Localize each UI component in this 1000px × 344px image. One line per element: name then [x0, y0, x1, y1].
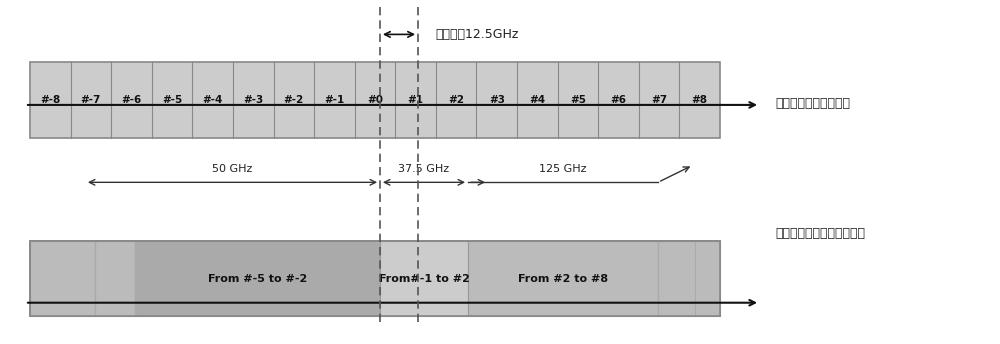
Bar	[30, 62, 720, 138]
Bar	[468, 241, 658, 316]
Bar	[380, 241, 468, 316]
Text: #4: #4	[529, 95, 545, 105]
Text: #2: #2	[448, 95, 464, 105]
Text: #8: #8	[692, 95, 708, 105]
Text: #-4: #-4	[202, 95, 223, 105]
Bar	[95, 241, 135, 316]
Text: #-7: #-7	[81, 95, 101, 105]
Text: From #2 to #8: From #2 to #8	[518, 273, 608, 284]
Text: 125 GHz: 125 GHz	[539, 164, 587, 174]
Bar	[135, 241, 380, 316]
Text: #7: #7	[651, 95, 667, 105]
Text: 从标号较低的频隙开始分配: 从标号较低的频隙开始分配	[775, 227, 865, 240]
Text: From #-5 to #-2: From #-5 to #-2	[208, 273, 307, 284]
Text: 37.5 GHz: 37.5 GHz	[398, 164, 450, 174]
Text: #-6: #-6	[121, 95, 142, 105]
Text: #-8: #-8	[40, 95, 60, 105]
Bar	[30, 241, 720, 316]
Text: #-2: #-2	[284, 95, 304, 105]
Bar	[30, 241, 95, 316]
Text: #-5: #-5	[162, 95, 182, 105]
Text: #5: #5	[570, 95, 586, 105]
Text: From#-1 to #2: From#-1 to #2	[379, 273, 469, 284]
Text: #6: #6	[611, 95, 627, 105]
Text: 频隙宽度12.5GHz: 频隙宽度12.5GHz	[435, 28, 518, 41]
Bar	[30, 241, 720, 316]
Text: 50 GHz: 50 GHz	[212, 164, 253, 174]
Bar	[658, 241, 720, 316]
Text: 以频隙为单位进行编号: 以频隙为单位进行编号	[775, 97, 850, 110]
Text: #-3: #-3	[243, 95, 263, 105]
Text: #-1: #-1	[324, 95, 345, 105]
Text: #1: #1	[408, 95, 424, 105]
Text: #0: #0	[367, 95, 383, 105]
Text: #3: #3	[489, 95, 505, 105]
